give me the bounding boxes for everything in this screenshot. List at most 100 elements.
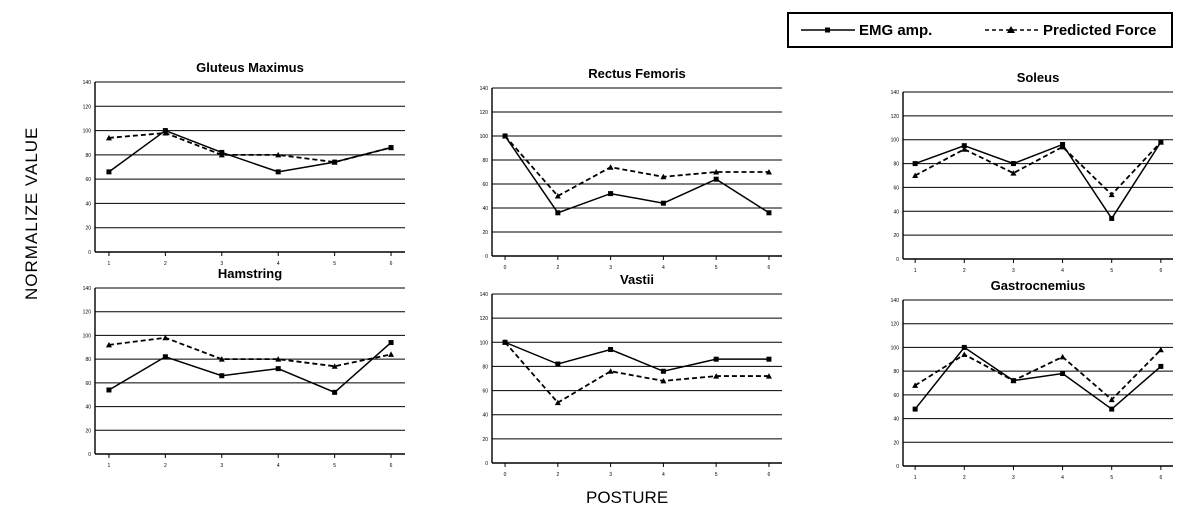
y-tick-label: 60 [482,182,488,188]
emg-point [660,368,666,374]
series-line-emg [504,135,770,214]
force-point [912,172,919,178]
force-point [331,363,338,369]
force-point [1108,191,1115,198]
y-tick-label: 40 [893,417,899,423]
x-tick-label: 4 [1061,268,1064,274]
y-tick-label: 20 [85,226,91,232]
x-tick-label: 5 [1110,475,1113,481]
x-tick-label: 5 [715,265,718,271]
force-point [218,356,225,362]
panel-title-2: Rectus Femoris [588,66,686,81]
y-tick-label: 0 [896,257,899,263]
force-point [105,134,112,141]
y-tick-label: 80 [893,162,899,168]
x-tick-label: 2 [963,475,966,481]
y-tick-label: 60 [893,393,899,399]
y-tick-label: 100 [480,340,489,346]
x-tick-label: 4 [662,265,665,271]
force-point [765,169,772,175]
x-tick-label: 5 [715,472,718,478]
emg-point [1109,215,1115,221]
legend-label-emg: EMG amp. [859,21,933,39]
emg-point [1109,406,1115,412]
x-tick-label: 3 [220,261,223,267]
force-point [1010,377,1017,384]
y-tick-label: 100 [891,138,900,144]
series-line-predicted-force [504,341,769,404]
x-tick-label: 2 [164,463,167,469]
y-tick-label: 140 [480,292,489,298]
force-point [331,159,338,165]
y-tick-label: 120 [891,322,900,328]
emg-point [608,347,614,353]
force-point [1157,139,1164,145]
y-tick-label: 80 [482,158,488,164]
force-point [388,351,395,357]
force-point [388,144,395,151]
y-tick-label: 140 [891,298,900,304]
emg-point [1060,371,1066,377]
emg-point [555,361,561,367]
panel-title-1: Gluteus Maximus [196,60,304,75]
x-tick-label: 1 [914,268,917,274]
emg-point [713,176,719,182]
chart-panel-5: Vastii 0 20 40 60 80 100 120 140 0 2 3 4 5 6 [480,272,782,478]
panel-title-6: Gastrocnemius [991,278,1086,293]
force-point [607,164,614,170]
force-point [1108,396,1115,403]
x-tick-label: 0 [504,265,507,271]
emg-point [106,169,112,175]
y-tick-label: 0 [88,250,91,256]
y-tick-label: 140 [480,86,489,92]
y-tick-label: 0 [485,254,488,260]
y-tick-label: 20 [893,233,899,239]
force-point [607,368,614,374]
series-line-emg [914,346,1162,411]
y-tick-label: 20 [482,437,488,443]
x-tick-label: 2 [556,265,559,271]
force-point [105,341,112,348]
solid-line-icon [801,27,855,33]
legend-item-force: Predicted Force [985,21,1156,39]
chart-panel-4: Hamstring 0 20 40 60 80 100 120 140 1 2 3 4 5 6 [83,266,405,469]
force-point [1157,346,1164,353]
y-tick-label: 60 [85,177,91,183]
y-tick-label: 140 [891,90,900,96]
emg-point [162,354,168,360]
legend: EMG amp. Predicted Force [787,12,1173,48]
y-tick-label: 120 [83,310,92,316]
y-tick-label: 140 [83,286,92,292]
y-tick-label: 20 [482,230,488,236]
x-tick-label: 6 [1159,268,1162,274]
emg-point [713,356,719,362]
force-point [554,193,561,199]
emg-point [766,210,772,216]
emg-point [555,210,561,216]
y-tick-label: 120 [480,110,489,116]
force-point [162,130,169,136]
y-tick-label: 40 [85,405,91,411]
x-tick-label: 3 [609,472,612,478]
series-line-predicted-force [914,349,1162,401]
y-tick-label: 80 [85,153,91,159]
y-tick-label: 0 [88,452,91,458]
chart-panel-3: Soleus 0 20 40 60 80 100 120 140 1 2 3 4 5 6 [891,70,1173,274]
emg-point [275,366,281,372]
series-line-predicted-force [108,336,392,368]
emg-point [961,344,967,350]
emg-point [275,169,281,175]
y-tick-label: 100 [480,134,489,140]
x-tick-label: 6 [768,265,771,271]
y-tick-label: 100 [891,345,900,351]
emg-point [961,143,967,149]
emg-point [219,373,225,379]
x-tick-label: 0 [504,472,507,478]
x-tick-label: 1 [108,463,111,469]
force-point [660,377,667,384]
emg-point [766,356,772,362]
x-tick-label: 2 [963,268,966,274]
legend-item-emg: EMG amp. [801,21,932,39]
x-tick-label: 6 [1159,475,1162,481]
